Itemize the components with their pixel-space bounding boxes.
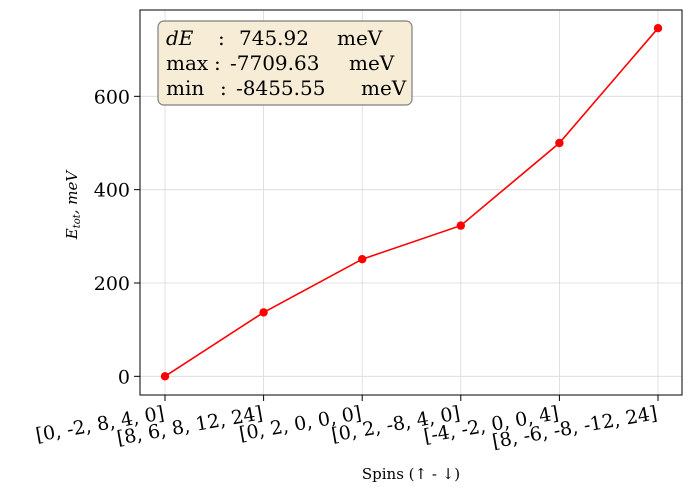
svg-text:Etot, meV: Etot, meV (63, 169, 83, 241)
y-axis-label-sub: tot (72, 213, 83, 228)
data-point (358, 255, 367, 264)
y-axis-label: Etot, meV (63, 169, 83, 241)
annotation-label-de: dE (166, 26, 194, 50)
annotation-sep-de: : (218, 26, 225, 50)
series-layer (160, 24, 663, 381)
annotation-background (157, 20, 413, 106)
y-tick-label: 0 (118, 366, 130, 388)
svg-text:max : -7709.63: max : -7709.63 meV (166, 51, 395, 75)
y-axis: 0 200 400 600 (94, 86, 140, 388)
annotation-sep-max: : (214, 51, 221, 75)
y-axis-label-main: E (63, 228, 81, 240)
annotation-value-max: -7709.63 (230, 51, 319, 75)
annotation-label-max: max (166, 51, 209, 75)
y-tick-label: 400 (94, 180, 130, 202)
x-axis: [0, -2, 8, 4, 0][8, 6, 8, 12, 24][0, 2, … (34, 395, 659, 453)
plot-frame (139, 9, 683, 396)
annotation-unit-de: meV (337, 26, 383, 50)
annotation-value-min: -8455.55 (236, 76, 325, 100)
annotation-unit-min: meV (361, 76, 407, 100)
y-axis-label-rest: , meV (63, 169, 81, 215)
series-line (164, 27, 659, 378)
data-point (456, 221, 465, 230)
y-tick-label: 600 (94, 86, 130, 108)
data-point (160, 372, 170, 381)
svg-text:min : -8455.55: min : -8455.55 meV (166, 76, 407, 100)
annotation-value-de: 745.92 (239, 26, 309, 50)
data-point (653, 24, 663, 33)
data-point (259, 308, 268, 317)
annotation-sep-min: : (220, 76, 227, 100)
data-point (555, 138, 564, 148)
annotation-unit-max: meV (349, 51, 395, 75)
annotation-box: dE : 745.92 meV max : -7709.63 meV min :… (157, 20, 413, 106)
y-tick-label: 200 (94, 273, 130, 295)
svg-text:dE : 745.92: dE : 745.92 meV (166, 26, 383, 50)
annotation-label-min: min (166, 76, 204, 100)
x-axis-label: Spins (↑ - ↓) (362, 465, 460, 483)
